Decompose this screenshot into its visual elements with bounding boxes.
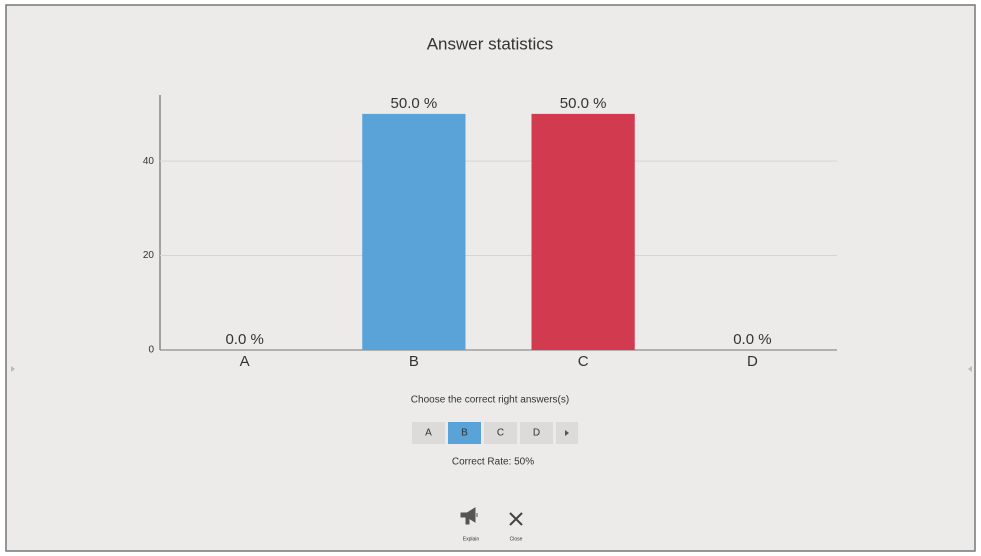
close-label: Close: [510, 536, 523, 542]
correct-rate: Correct Rate: 50%: [452, 457, 534, 468]
explain-label: Explain: [463, 536, 480, 542]
close-button[interactable]: Close: [509, 512, 523, 542]
option-button[interactable]: [484, 422, 517, 444]
bar: [531, 113, 635, 350]
value-label: 0.0 %: [225, 331, 263, 348]
value-label: 50.0 %: [391, 95, 438, 112]
chart-title: Answer statistics: [427, 34, 554, 53]
y-tick-label: 20: [143, 250, 155, 261]
option-button[interactable]: [520, 422, 553, 444]
y-tick-label: 0: [148, 345, 154, 356]
panel: [5, 4, 976, 552]
option-button[interactable]: [448, 422, 481, 444]
right-arrow[interactable]: [968, 366, 972, 372]
x-tick-label: B: [409, 353, 419, 370]
option-label: A: [425, 428, 432, 439]
x-tick-label: C: [578, 353, 589, 370]
explain-button[interactable]: Explain: [460, 507, 480, 542]
option-label: C: [497, 428, 504, 439]
option-button[interactable]: [412, 422, 445, 444]
value-label: 0.0 %: [733, 331, 771, 348]
option-label: B: [461, 428, 468, 439]
x-tick-label: D: [747, 353, 758, 370]
x-tick-label: A: [240, 353, 250, 370]
next-icon: [565, 430, 569, 436]
left-arrow[interactable]: [11, 366, 15, 372]
value-label: 50.0 %: [560, 95, 607, 112]
bar: [362, 113, 466, 350]
close-icon: [509, 512, 523, 526]
prompt: Choose the correct right answers(s): [411, 395, 569, 406]
option-label: D: [533, 428, 540, 439]
explain-icon: [460, 507, 478, 525]
y-tick-label: 40: [143, 156, 155, 167]
